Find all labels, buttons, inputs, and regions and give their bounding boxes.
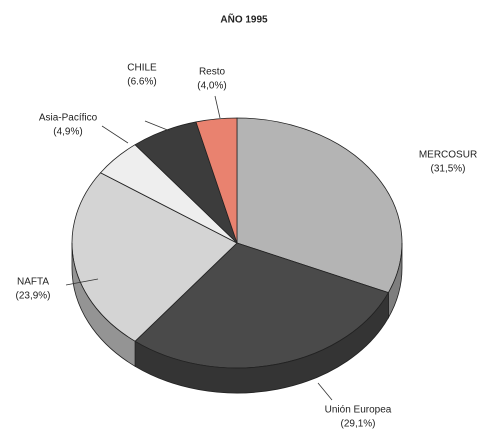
slice-value-label: (23,9%) [15,291,50,302]
chart-title: AÑO 1995 [220,13,268,26]
slice-label: MERCOSUR [419,150,477,161]
slice-label: Asia-Pacífico [39,113,98,124]
leader-line [65,278,99,286]
leader-lines [65,95,333,401]
leader-line [317,382,333,401]
pie-sides [71,242,403,394]
slice-labels: MERCOSUR (31,5%) Unión Europea (29,1%) NAFTA… [15,63,477,430]
slice [195,117,238,244]
leader-line [144,120,171,132]
slice-label: Resto [199,67,226,78]
leader-line [101,125,129,144]
leader-line [214,95,221,119]
slice-value-label: (4,0%) [197,81,226,92]
slice-value-label: (29,1%) [340,419,375,430]
pie-top [71,117,403,369]
slice-value-label: (6.6%) [127,77,156,88]
slice-label: NAFTA [17,277,49,288]
slice-side [71,242,136,367]
slice-label: CHILE [127,63,157,74]
slice-label: Unión Europea [325,405,392,416]
slice-value-label: (4,9%) [53,127,82,138]
slice-value-label: (31,5%) [430,164,465,175]
